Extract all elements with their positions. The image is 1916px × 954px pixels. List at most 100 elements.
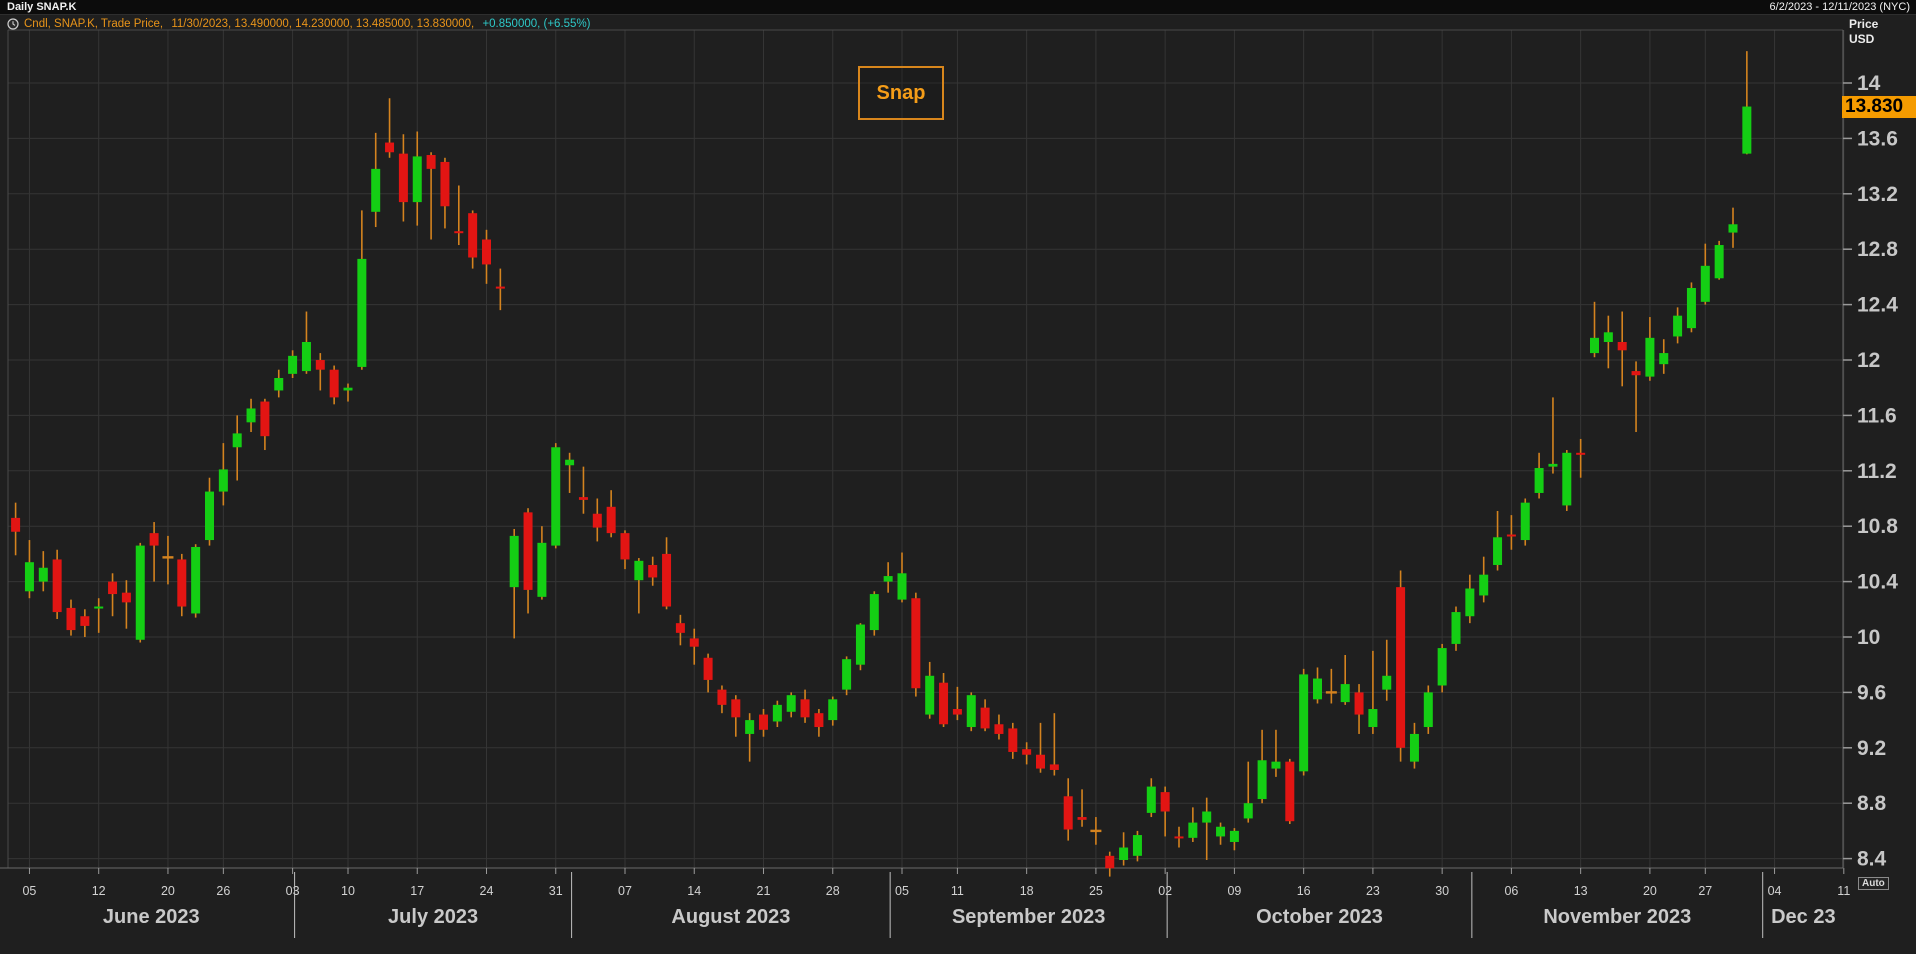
candle-body: [1313, 678, 1322, 700]
legend-change: +0.850000, (+6.55%): [479, 17, 591, 30]
candle: [1174, 826, 1184, 848]
legend-series: Cndl, SNAP.K, Trade Price,: [24, 17, 164, 30]
candle-body: [329, 369, 339, 398]
candle-body: [1285, 761, 1295, 822]
candle-body: [218, 469, 228, 492]
candle: [1548, 397, 1558, 474]
candle-doji-body: [162, 556, 174, 559]
candle: [1451, 606, 1461, 651]
candle: [606, 490, 616, 538]
candle-body: [1686, 287, 1696, 329]
candle: [1354, 684, 1364, 734]
day-tick-label: 31: [549, 884, 563, 898]
candle-body: [246, 408, 256, 423]
candle: [1325, 668, 1337, 704]
candle: [177, 553, 187, 617]
day-tick-label: 03: [286, 884, 300, 898]
candle: [80, 609, 90, 637]
candle: [1036, 722, 1045, 773]
price-axis-title-line1: Price: [1849, 17, 1879, 31]
candle-body: [1728, 224, 1738, 233]
candle-body: [509, 535, 519, 588]
candle: [1229, 828, 1239, 851]
price-tick-label: 10.4: [1857, 571, 1898, 594]
candle-body: [177, 559, 187, 607]
candle-body: [1202, 811, 1212, 823]
candle: [1368, 650, 1378, 734]
candle-body: [191, 546, 201, 614]
candle: [315, 353, 325, 391]
candle-body: [1645, 337, 1655, 377]
candle: [897, 552, 907, 603]
candle-body: [1243, 803, 1253, 819]
candle-body: [121, 592, 131, 603]
candle: [1077, 789, 1087, 827]
candle-body: [662, 553, 672, 607]
candle: [1465, 574, 1475, 624]
candle-body: [1216, 826, 1226, 837]
candle-body: [66, 607, 76, 631]
candle: [1022, 742, 1032, 765]
day-tick-label: 06: [1504, 884, 1518, 898]
candle: [925, 661, 935, 719]
candle: [551, 443, 561, 549]
day-tick-label: 05: [895, 884, 909, 898]
candle-body: [1382, 675, 1392, 690]
candle-body: [731, 699, 741, 718]
candle-body: [454, 231, 464, 234]
candle: [703, 653, 713, 693]
day-tick-label: 30: [1435, 884, 1449, 898]
price-tick-label: 10.8: [1857, 515, 1898, 538]
candle-body: [301, 341, 311, 372]
candle: [1437, 643, 1447, 693]
price-axis-title: Price USD: [1849, 17, 1878, 47]
auto-scale-button[interactable]: Auto: [1858, 877, 1889, 890]
candle: [1409, 722, 1419, 769]
price-tick-label: 12.8: [1857, 238, 1898, 261]
candle-body: [537, 542, 547, 597]
candle-body: [1229, 830, 1239, 842]
candle: [426, 152, 436, 240]
series-legend[interactable]: Cndl, SNAP.K, Trade Price, 11/30/2023, 1…: [7, 17, 591, 30]
candle-body: [1036, 754, 1045, 769]
candle-body: [343, 387, 353, 391]
candle: [1617, 311, 1627, 387]
price-tick-label: 8.8: [1857, 792, 1887, 815]
last-price-tag: 13.830: [1842, 95, 1916, 118]
candle: [1049, 713, 1059, 776]
candle-doji-body: [1325, 691, 1337, 694]
candle: [1188, 807, 1198, 842]
candle: [1243, 761, 1253, 823]
candle: [260, 398, 270, 451]
candle: [149, 522, 159, 582]
title-bar: Daily SNAP.K 6/2/2023 - 12/11/2023 (NYC): [0, 0, 1916, 15]
candle-body: [1479, 574, 1489, 596]
candle-body: [1423, 692, 1433, 728]
candle-body: [80, 616, 90, 626]
instrument-annotation[interactable]: Snap: [858, 66, 944, 120]
candle-body: [1562, 452, 1572, 506]
price-tick-label: 13.6: [1857, 127, 1898, 150]
month-label: September 2023: [952, 906, 1105, 928]
candle-body: [1548, 463, 1558, 467]
candle-body: [1465, 588, 1475, 617]
candle-body: [440, 161, 450, 207]
candle: [1216, 822, 1226, 845]
price-tick-label: 11.6: [1857, 404, 1897, 427]
candle-body: [800, 699, 810, 718]
candle-body: [1451, 612, 1461, 644]
candle-body: [1022, 749, 1032, 755]
candle-body: [717, 689, 727, 705]
candle-body: [980, 707, 990, 729]
candle: [1257, 729, 1267, 804]
price-tick-label: 9.6: [1857, 681, 1886, 704]
price-tick-label: 13.2: [1857, 183, 1898, 206]
month-label: Dec 23: [1771, 906, 1836, 928]
candle-body: [426, 155, 436, 169]
candle-body: [1437, 648, 1447, 686]
candle-body: [371, 168, 381, 212]
candle: [1119, 832, 1129, 866]
candle-body: [1077, 817, 1087, 820]
month-label: November 2023: [1543, 906, 1691, 928]
